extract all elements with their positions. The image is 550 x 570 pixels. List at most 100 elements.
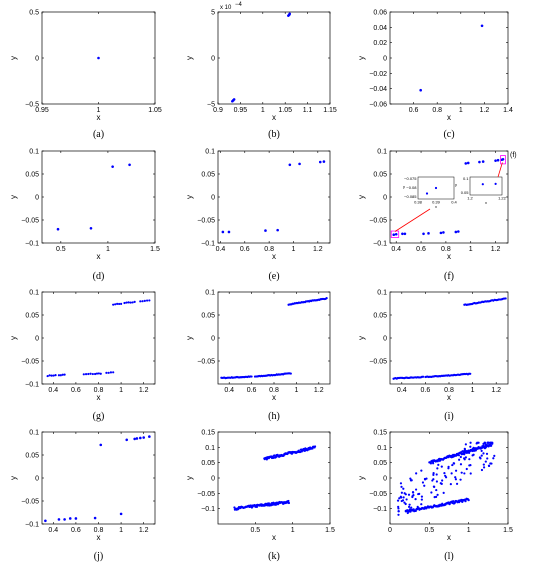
data-point bbox=[474, 449, 477, 452]
y-tick-label: 0 bbox=[383, 56, 387, 63]
x-tick-label: 1 bbox=[292, 246, 296, 253]
data-point bbox=[287, 501, 291, 505]
arrow bbox=[394, 208, 431, 232]
y-tick-label: −0.1 bbox=[25, 522, 39, 529]
y-axis-label: y bbox=[185, 476, 194, 480]
data-point bbox=[420, 469, 423, 472]
data-point bbox=[492, 457, 495, 460]
x-tick-label: 1 bbox=[471, 387, 475, 394]
data-point bbox=[135, 437, 139, 440]
data-point bbox=[444, 476, 448, 479]
x-tick-label: 1.05 bbox=[148, 107, 162, 114]
y-tick-label: 0 bbox=[383, 476, 387, 483]
data-point bbox=[406, 511, 409, 515]
panel-label: (e) bbox=[268, 271, 279, 282]
data-point bbox=[116, 302, 119, 305]
x-tick-label: 0.6 bbox=[71, 387, 81, 394]
y-tick-label: −0.02 bbox=[369, 71, 387, 78]
data-point bbox=[459, 463, 463, 466]
data-point bbox=[250, 375, 253, 378]
data-point bbox=[472, 453, 475, 456]
data-point bbox=[89, 226, 93, 230]
x-axis-label: x bbox=[447, 113, 451, 122]
data-point bbox=[400, 485, 403, 488]
data-point bbox=[443, 472, 446, 475]
x-axis-label: x bbox=[272, 533, 276, 542]
data-point bbox=[109, 371, 113, 374]
x-tick-label: 1.05 bbox=[278, 107, 292, 114]
y-axis-label: y bbox=[9, 476, 18, 480]
x-tick-label: 0.8 bbox=[432, 107, 442, 114]
y-axis-label: y bbox=[9, 195, 18, 199]
inset-y-label: y bbox=[403, 184, 405, 189]
data-point bbox=[118, 302, 121, 306]
y-axis-label: y bbox=[357, 195, 366, 199]
y-tick-label: 5 bbox=[211, 10, 215, 17]
data-point bbox=[123, 301, 126, 305]
y-tick-label: 0.15 bbox=[373, 430, 387, 437]
data-point bbox=[435, 488, 438, 492]
data-point bbox=[288, 163, 292, 167]
inset-frame bbox=[469, 176, 503, 196]
data-point bbox=[394, 232, 398, 236]
data-point bbox=[462, 450, 465, 453]
data-point bbox=[432, 471, 435, 475]
x-tick-label: 0.8 bbox=[94, 387, 104, 394]
inset-point bbox=[481, 183, 484, 186]
data-point bbox=[482, 442, 485, 445]
data-point bbox=[412, 491, 415, 494]
data-point bbox=[142, 436, 145, 439]
panel-k: 0.5 1 1.5 −0.1 −0.05 0 0.05 0.1 0.15 x y (k) bbox=[185, 430, 335, 563]
axes-frame bbox=[41, 150, 156, 244]
x-tick-label: 1.5 bbox=[503, 527, 513, 534]
data-point bbox=[415, 472, 418, 475]
axes-frame bbox=[217, 291, 331, 385]
y-tick-label: −0.1 bbox=[201, 241, 215, 248]
inset-x-tick-label: 0.39 bbox=[432, 200, 441, 205]
data-point bbox=[429, 462, 433, 465]
axes-frame bbox=[41, 291, 156, 385]
inset-x-label: x bbox=[485, 200, 487, 205]
data-point bbox=[472, 446, 475, 449]
data-point bbox=[422, 232, 425, 236]
y-tick-label: −0.05 bbox=[369, 218, 387, 225]
data-point bbox=[452, 500, 455, 503]
panel-label: (g) bbox=[93, 411, 105, 422]
y-axis-label: y bbox=[9, 56, 18, 60]
data-point bbox=[466, 161, 470, 165]
y-tick-label: 0.05 bbox=[25, 313, 39, 320]
data-point bbox=[264, 229, 267, 232]
y-tick-label: 0.1 bbox=[205, 290, 215, 297]
data-point bbox=[54, 374, 57, 377]
data-point bbox=[97, 372, 100, 375]
data-point bbox=[94, 372, 97, 376]
inset-point bbox=[425, 192, 429, 195]
y-tick-label: −0.05 bbox=[21, 359, 39, 366]
x-tick-label: 1.4 bbox=[503, 107, 513, 114]
data-point bbox=[399, 482, 403, 485]
data-point bbox=[298, 162, 301, 166]
y-axis-label: y bbox=[185, 195, 194, 199]
y-tick-label: 0.05 bbox=[201, 460, 215, 467]
x-axis-label: x bbox=[272, 252, 276, 261]
data-point bbox=[411, 495, 414, 498]
x-tick-label: 1 bbox=[469, 246, 473, 253]
data-point bbox=[409, 477, 412, 480]
x-tick-label: 0.4 bbox=[397, 387, 407, 394]
y-tick-label: 0.1 bbox=[377, 445, 387, 452]
data-point bbox=[111, 165, 114, 168]
arrow bbox=[497, 162, 503, 178]
x-tick-label: 1.5 bbox=[150, 246, 160, 253]
data-point bbox=[276, 228, 279, 232]
data-point bbox=[493, 454, 496, 457]
data-point bbox=[407, 493, 411, 496]
data-point bbox=[141, 300, 144, 303]
data-point bbox=[451, 463, 454, 467]
x-tick-label: 1.2 bbox=[313, 246, 323, 253]
inset-y-tick-label: −0.075 bbox=[404, 176, 417, 181]
data-point bbox=[480, 468, 484, 472]
y-axis-label: y bbox=[185, 56, 194, 60]
data-point bbox=[487, 464, 491, 467]
x-tick-label: 1 bbox=[106, 246, 110, 253]
data-point bbox=[148, 435, 151, 438]
